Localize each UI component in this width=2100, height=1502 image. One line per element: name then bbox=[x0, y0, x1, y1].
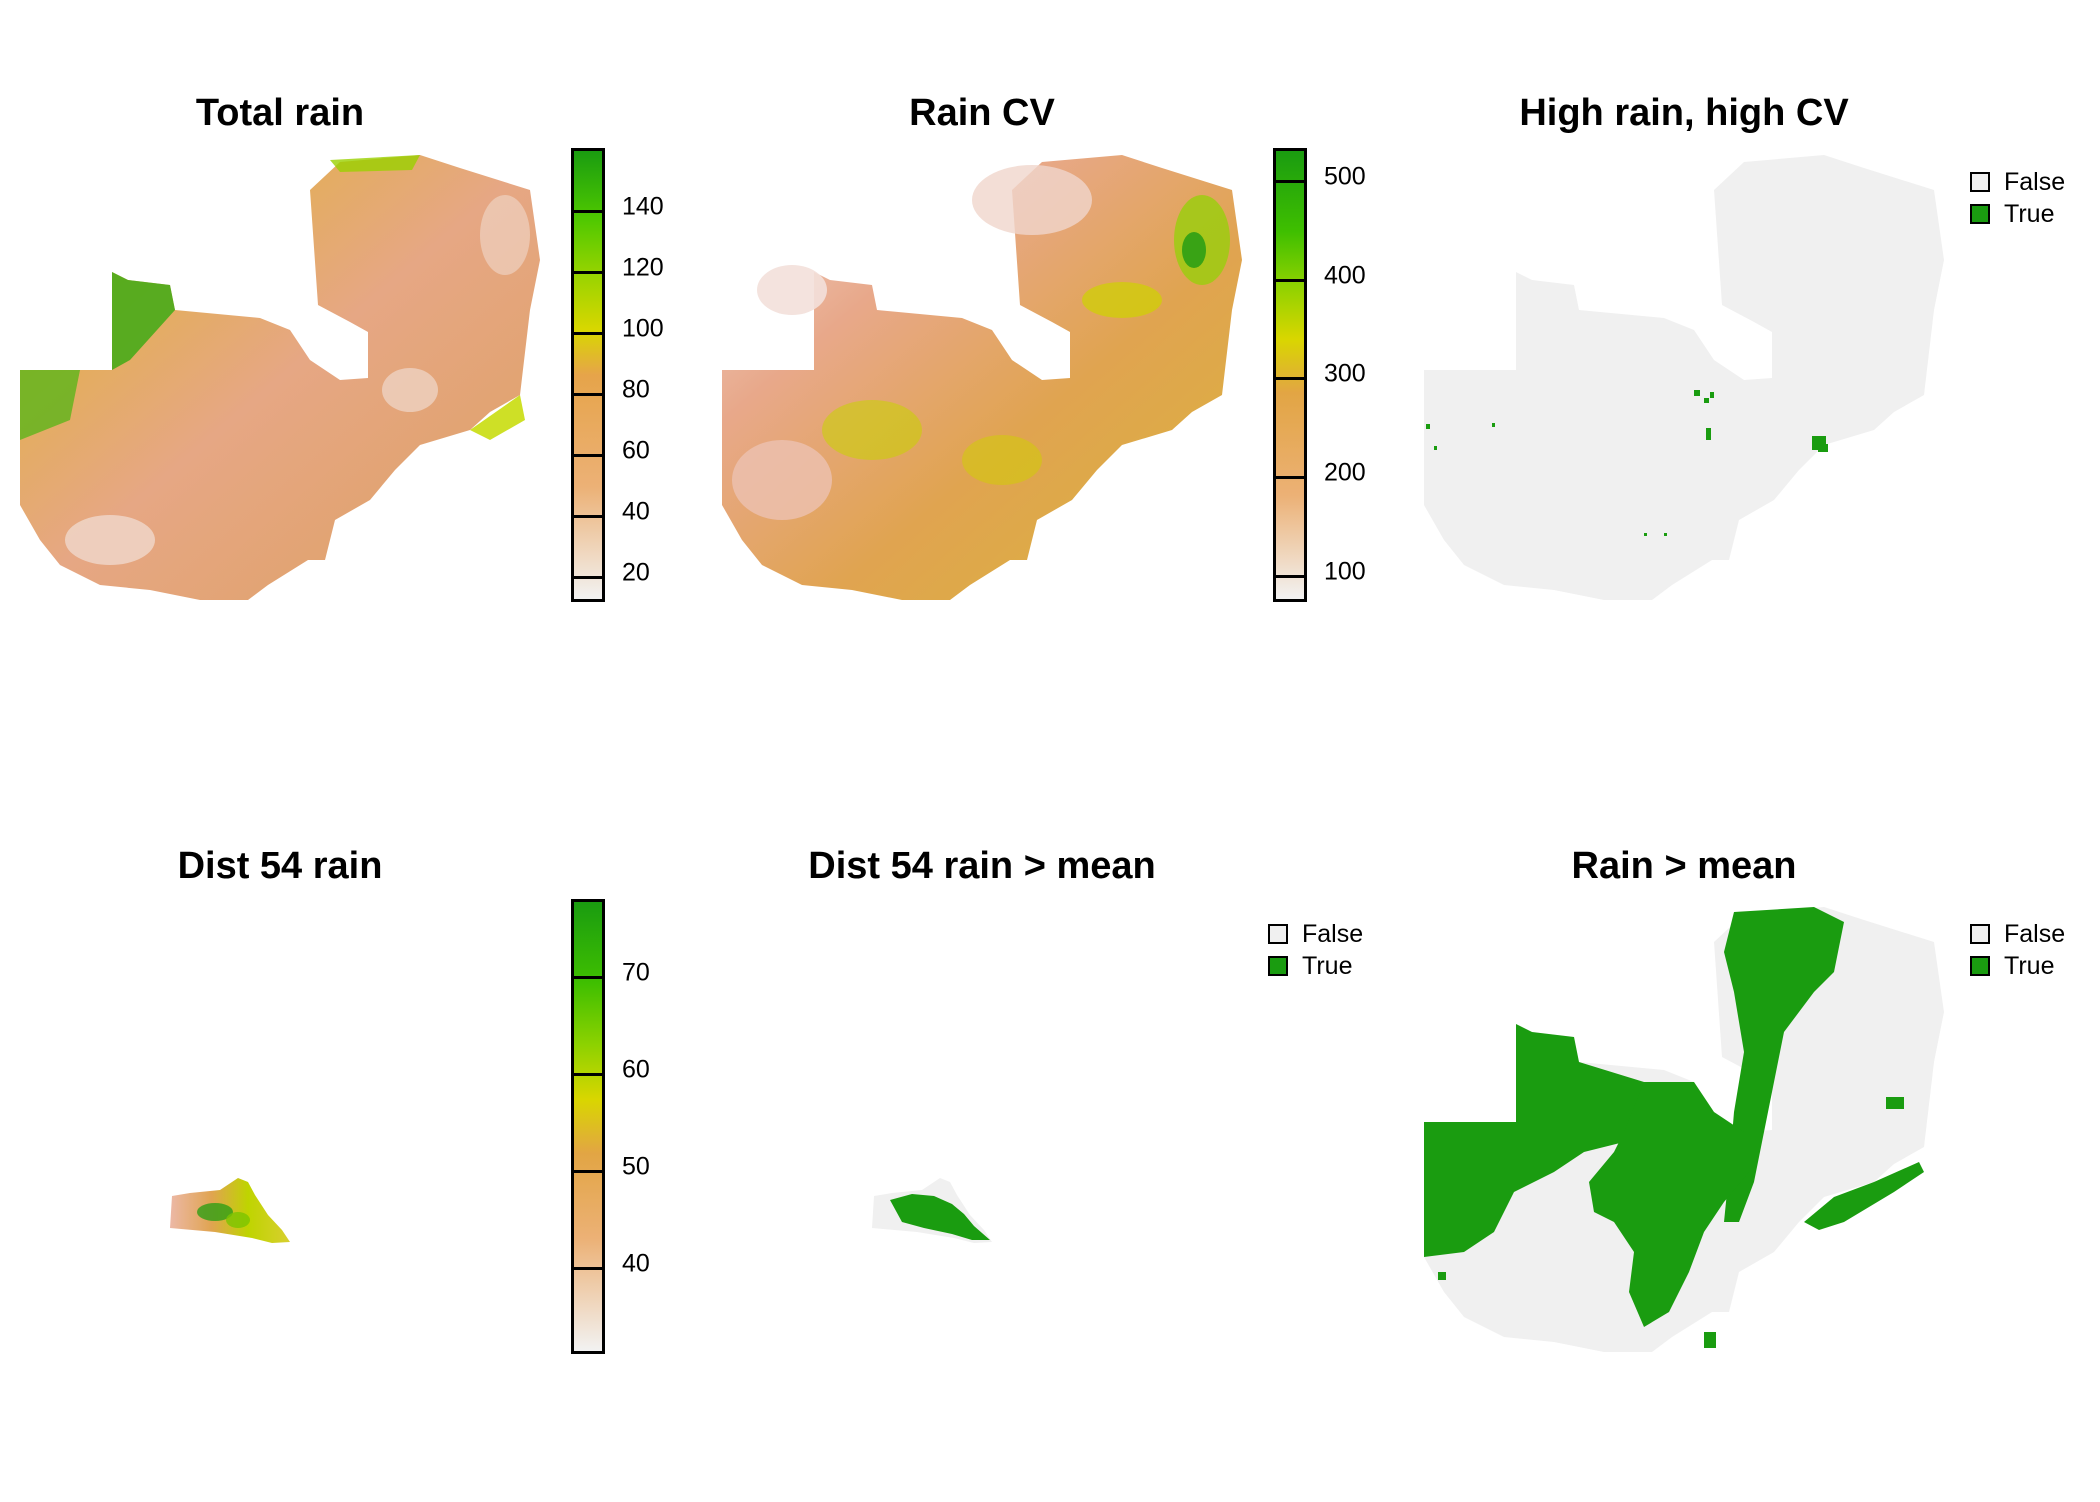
map-high-rain-high-cv bbox=[1424, 155, 1944, 600]
colorbar-tick-label: 70 bbox=[622, 958, 650, 987]
colorbar-tick-label: 60 bbox=[622, 436, 650, 465]
panel-title-dist54-rain: Dist 54 rain bbox=[177, 845, 383, 887]
colorbar-tick-label: 20 bbox=[622, 558, 650, 587]
legend-swatch-true bbox=[1268, 956, 1288, 976]
colorbar-rain-cv bbox=[1273, 148, 1307, 602]
legend-label: False bbox=[1302, 919, 1364, 948]
colorbar-tick-label: 40 bbox=[622, 1249, 650, 1278]
legend-item-true: True bbox=[1970, 950, 2065, 982]
legend-label: False bbox=[2004, 919, 2066, 948]
panel-title-rain-cv: Rain CV bbox=[909, 92, 1055, 134]
colorbar-tick-label: 200 bbox=[1324, 458, 1366, 487]
legend-item-false: False bbox=[1970, 918, 2065, 950]
colorbar-tick-label: 100 bbox=[1324, 557, 1366, 586]
colorbar-tick-label: 120 bbox=[622, 253, 664, 282]
map-rain-cv bbox=[722, 155, 1242, 600]
colorbar-tick-label: 400 bbox=[1324, 261, 1366, 290]
legend-swatch-false bbox=[1268, 924, 1288, 944]
panel-title-rain-gt-mean: Rain > mean bbox=[1571, 845, 1797, 887]
legend-high-rain-high-cv: False True bbox=[1970, 166, 2065, 230]
legend-item-false: False bbox=[1970, 166, 2065, 198]
legend-swatch-false bbox=[1970, 924, 1990, 944]
map-rain-gt-mean bbox=[1424, 907, 1944, 1352]
legend-item-true: True bbox=[1970, 198, 2065, 230]
legend-label: True bbox=[1302, 951, 1353, 980]
panel-title-dist54-rain-gt-mean: Dist 54 rain > mean bbox=[808, 845, 1156, 887]
panel-title-total-rain: Total rain bbox=[195, 92, 365, 134]
legend-label: False bbox=[2004, 167, 2066, 196]
legend-swatch-true bbox=[1970, 204, 1990, 224]
legend-dist54-rain-gt-mean: False True bbox=[1268, 918, 1363, 982]
legend-swatch-false bbox=[1970, 172, 1990, 192]
colorbar-tick-label: 100 bbox=[622, 314, 664, 343]
colorbar-tick-label: 50 bbox=[622, 1152, 650, 1181]
colorbar-tick-label: 60 bbox=[622, 1055, 650, 1084]
colorbar-dist54-rain bbox=[571, 899, 605, 1354]
colorbar-tick-label: 300 bbox=[1324, 359, 1366, 388]
colorbar-tick-label: 40 bbox=[622, 497, 650, 526]
legend-swatch-true bbox=[1970, 956, 1990, 976]
map-dist54-rain-gt-mean bbox=[872, 1178, 992, 1243]
colorbar-tick-label: 80 bbox=[622, 375, 650, 404]
panel-title-high-rain-high-cv: High rain, high CV bbox=[1519, 92, 1849, 134]
legend-label: True bbox=[2004, 199, 2055, 228]
map-dist54-rain bbox=[170, 1178, 290, 1243]
legend-rain-gt-mean: False True bbox=[1970, 918, 2065, 982]
colorbar-total-rain bbox=[571, 148, 605, 602]
colorbar-tick-label: 140 bbox=[622, 192, 664, 221]
colorbar-tick-label: 500 bbox=[1324, 162, 1366, 191]
legend-item-false: False bbox=[1268, 918, 1363, 950]
legend-label: True bbox=[2004, 951, 2055, 980]
legend-item-true: True bbox=[1268, 950, 1363, 982]
